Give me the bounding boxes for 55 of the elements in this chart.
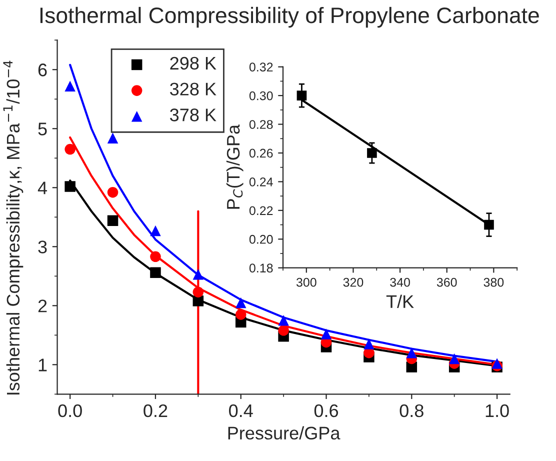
x-axis-title: T/K — [386, 294, 414, 308]
y-tick-label: 6 — [38, 64, 47, 76]
y-tick-label: 2 — [38, 300, 47, 312]
y-tick-label: 0.20 — [249, 234, 273, 244]
legend-label: 328 K — [170, 82, 216, 96]
point — [150, 251, 161, 262]
y-tick-label: 1 — [38, 358, 47, 372]
x-tick-label: 0.2 — [144, 404, 168, 418]
point — [64, 80, 76, 92]
point — [64, 144, 76, 155]
point — [192, 296, 204, 306]
x-axis-title: Pressure/GPa — [228, 426, 340, 440]
point — [367, 148, 377, 158]
point — [278, 325, 289, 336]
point — [492, 358, 502, 369]
x-tick-label: 360 — [436, 278, 457, 287]
y-tick-label: 0.22 — [249, 206, 273, 216]
point — [235, 297, 246, 308]
x-tick-label: 0.8 — [400, 404, 424, 418]
point — [278, 315, 289, 326]
point — [150, 225, 161, 236]
point — [107, 186, 118, 198]
x-tick-label: 0.0 — [58, 404, 82, 418]
y-axis-title: P$_{C}$(T)/GPa — [226, 124, 244, 209]
y-axis-title: Isothermal Compressibility,κ, MPa$^{−1}$/10$^{−4}$ — [3, 60, 24, 394]
point — [320, 328, 332, 340]
point — [107, 132, 118, 144]
point — [150, 267, 161, 278]
point — [448, 353, 460, 364]
point — [192, 286, 204, 298]
y-tick-label: 4 — [38, 182, 48, 194]
y-tick-label: 0.32 — [249, 62, 273, 72]
x-tick-label: 380 — [484, 278, 504, 287]
x-tick-label: 320 — [343, 278, 364, 287]
chart-title: Isothermal Compressibility of Propylene Carbonate — [40, 6, 539, 28]
x-tick-label: 340 — [390, 278, 410, 287]
point — [364, 338, 374, 350]
y-tick-label: 0.26 — [249, 148, 273, 158]
point — [192, 268, 204, 280]
y-tick-label: 0.28 — [249, 120, 273, 129]
x-tick-label: 1.0 — [486, 404, 509, 418]
y-tick-label: 3 — [38, 240, 47, 254]
legend-label: 298 K — [170, 56, 216, 70]
point — [64, 181, 76, 192]
point — [107, 215, 118, 226]
y-tick-label: 0.30 — [249, 91, 273, 100]
x-tick-label: 0.4 — [229, 404, 253, 418]
x-tick-label: 0.6 — [314, 404, 338, 418]
y-tick-label: 0.24 — [249, 178, 273, 186]
x-tick-label: 300 — [296, 278, 316, 287]
point — [235, 309, 246, 320]
y-tick-label: 0.18 — [249, 264, 273, 272]
y-tick-label: 5 — [38, 122, 47, 136]
point — [406, 347, 418, 358]
legend-label: 378 K — [170, 108, 216, 122]
